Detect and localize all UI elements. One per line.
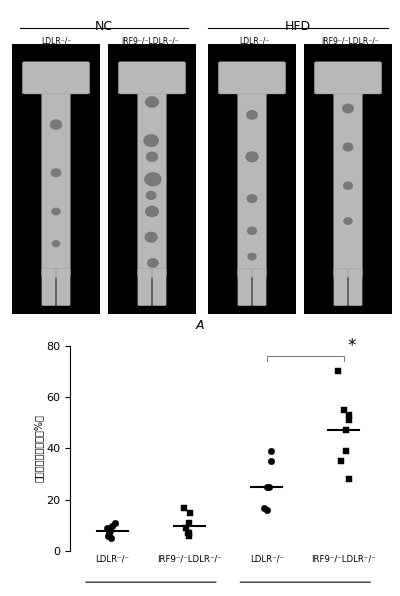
- Circle shape: [344, 182, 352, 190]
- Point: [346, 410, 352, 420]
- Circle shape: [146, 191, 156, 199]
- Point: [346, 474, 352, 484]
- Point: [186, 519, 192, 528]
- Point: [108, 521, 115, 530]
- FancyBboxPatch shape: [238, 268, 251, 306]
- Point: [104, 523, 110, 533]
- Circle shape: [248, 227, 256, 234]
- Point: [264, 482, 270, 492]
- Circle shape: [247, 195, 257, 203]
- Point: [343, 426, 349, 435]
- Point: [268, 457, 274, 466]
- FancyBboxPatch shape: [57, 268, 70, 306]
- Circle shape: [146, 152, 158, 162]
- Circle shape: [145, 173, 161, 186]
- Bar: [208, 44, 296, 315]
- Point: [341, 405, 348, 415]
- Circle shape: [343, 104, 353, 113]
- Point: [112, 519, 118, 528]
- Circle shape: [50, 120, 62, 129]
- Point: [186, 529, 192, 538]
- Point: [184, 529, 191, 538]
- Bar: [108, 44, 196, 315]
- Text: LDLR⁻/⁻: LDLR⁻/⁻: [41, 36, 71, 45]
- Circle shape: [52, 208, 60, 215]
- Text: A: A: [196, 319, 204, 332]
- FancyBboxPatch shape: [334, 72, 362, 278]
- Point: [261, 503, 268, 513]
- FancyBboxPatch shape: [138, 72, 166, 278]
- Point: [105, 531, 111, 541]
- Point: [338, 457, 344, 466]
- Circle shape: [148, 259, 158, 267]
- Circle shape: [344, 218, 352, 224]
- Point: [108, 533, 114, 543]
- Circle shape: [146, 206, 158, 216]
- Point: [105, 529, 112, 538]
- FancyBboxPatch shape: [253, 268, 266, 306]
- Point: [106, 526, 112, 535]
- Point: [264, 505, 270, 515]
- Point: [107, 526, 114, 535]
- Circle shape: [247, 111, 257, 119]
- Y-axis label: 主动脉洗班块面积（%）: 主动脉洗班块面积（%）: [33, 415, 43, 482]
- FancyBboxPatch shape: [42, 268, 55, 306]
- Bar: [12, 44, 100, 315]
- Circle shape: [248, 253, 256, 260]
- Circle shape: [144, 135, 158, 147]
- Text: HFD: HFD: [285, 20, 311, 33]
- Point: [181, 503, 188, 513]
- Point: [183, 523, 190, 533]
- Point: [268, 446, 274, 456]
- FancyBboxPatch shape: [349, 268, 362, 306]
- Text: IRF9⁻/⁻LDLR⁻/⁻: IRF9⁻/⁻LDLR⁻/⁻: [321, 36, 379, 45]
- Text: *: *: [348, 337, 356, 355]
- Point: [186, 531, 192, 541]
- FancyBboxPatch shape: [42, 72, 70, 278]
- Point: [335, 367, 342, 376]
- Text: IRF9⁻/⁻LDLR⁻/⁻: IRF9⁻/⁻LDLR⁻/⁻: [121, 36, 179, 45]
- FancyBboxPatch shape: [118, 62, 186, 94]
- FancyBboxPatch shape: [22, 62, 90, 94]
- Point: [346, 415, 352, 425]
- FancyBboxPatch shape: [138, 268, 151, 306]
- Circle shape: [343, 143, 353, 151]
- Point: [266, 482, 272, 492]
- Bar: [304, 44, 392, 315]
- FancyBboxPatch shape: [153, 268, 166, 306]
- FancyBboxPatch shape: [218, 62, 286, 94]
- Point: [187, 508, 193, 517]
- Circle shape: [52, 241, 60, 247]
- Circle shape: [145, 232, 157, 242]
- FancyBboxPatch shape: [314, 62, 382, 94]
- Circle shape: [146, 97, 158, 107]
- Point: [343, 446, 349, 456]
- Circle shape: [246, 152, 258, 162]
- FancyBboxPatch shape: [238, 72, 266, 278]
- Circle shape: [51, 169, 61, 176]
- Text: NC: NC: [95, 20, 113, 33]
- Text: LDLR⁻/⁻: LDLR⁻/⁻: [239, 36, 269, 45]
- FancyBboxPatch shape: [334, 268, 347, 306]
